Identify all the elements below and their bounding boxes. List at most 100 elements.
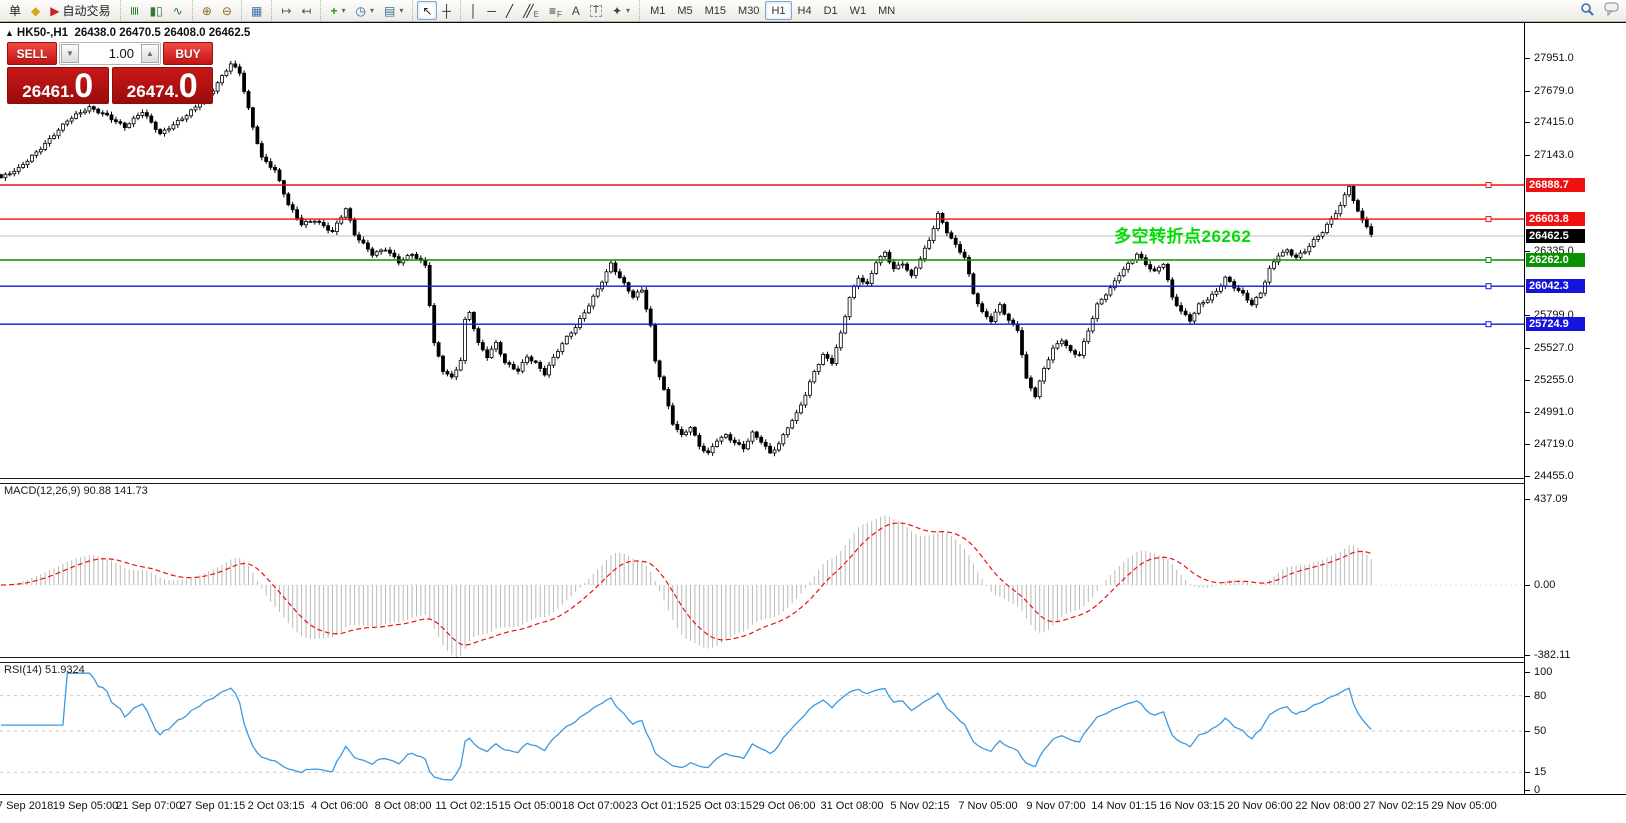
equidistant-channel-icon: ╱╱ — [523, 3, 534, 18]
equidistant-channel-button[interactable]: ╱╱ E — [518, 1, 544, 20]
auto-scroll-icon: ↦ — [281, 3, 292, 18]
time-tick-label: 19 Sep 05:00 — [52, 800, 119, 812]
volume-decrease-button[interactable]: ▼ — [61, 44, 79, 63]
timeframe-m15[interactable]: M15 — [704, 4, 727, 17]
axis-tick-mark — [1525, 347, 1530, 349]
candlestick-chart-icon: ▮▯ — [149, 3, 163, 18]
timeframe-h4[interactable]: H4 — [797, 4, 812, 17]
sell-price[interactable]: 26461. 0 — [7, 67, 109, 104]
autotrading-button[interactable]: ▶ 自动交易 — [45, 1, 115, 20]
new-order-button[interactable]: 单 — [4, 1, 26, 20]
zoom-in-button[interactable]: ⊕ — [197, 1, 217, 20]
time-tick-label: 2 Oct 03:15 — [247, 800, 305, 812]
pane-splitter-macd[interactable] — [0, 478, 1626, 484]
volume-increase-button[interactable]: ▲ — [141, 44, 159, 63]
text-button[interactable]: A — [567, 1, 585, 20]
fibonacci-button[interactable]: ≡ F — [544, 1, 567, 20]
tile-windows-icon: ▦ — [250, 3, 263, 18]
cursor-button[interactable]: ↖ — [417, 1, 438, 20]
vertical-line-button[interactable]: │ — [465, 1, 483, 20]
pane-splitter-rsi[interactable] — [0, 657, 1626, 663]
dropdown-arrow-icon[interactable]: ▾ — [399, 6, 404, 15]
timeframe-m5[interactable]: M5 — [677, 4, 693, 17]
time-tick-label: 14 Nov 01:15 — [1091, 800, 1157, 812]
horizontal-line-button[interactable]: ─ — [482, 1, 501, 20]
time-tick-label: 18 Oct 07:00 — [562, 800, 625, 812]
price-tick: 25255.0 — [1534, 374, 1574, 387]
timeframe-w1[interactable]: W1 — [849, 4, 867, 17]
axis-tick-mark — [1525, 444, 1530, 446]
macd-indicator-label: MACD(12,26,9) 90.88 141.73 — [4, 485, 148, 497]
time-tick-label: 4 Oct 06:00 — [311, 800, 368, 812]
horizontal-line-icon: ─ — [487, 3, 496, 18]
scroll-group: ↦ ↤ — [271, 0, 320, 21]
bars-chart-icon: ≣ — [127, 5, 142, 16]
horizontal-line-26042.3[interactable] — [0, 283, 1524, 290]
chart-shift-button[interactable]: ↤ — [296, 1, 316, 20]
timeframe-mn[interactable]: MN — [878, 4, 896, 17]
horizontal-line-26888.7[interactable] — [0, 182, 1524, 188]
tile-windows-button[interactable]: ▦ — [246, 1, 267, 20]
horizontal-line-26262.0[interactable] — [0, 257, 1524, 263]
current-price-chip: 26462.5 — [1526, 228, 1585, 243]
axis-tick-mark — [1525, 315, 1530, 317]
horizontal-line-26603.8[interactable] — [0, 216, 1524, 223]
time-tick-label: 22 Nov 08:00 — [1295, 800, 1361, 812]
dropdown-arrow-icon[interactable]: ▾ — [369, 6, 374, 15]
one-click-trading-panel: SELL ▼ 1.00 ▲ BUY 26461. 0 26474. 0 — [7, 42, 213, 104]
chart-window: ▲ HK50-,H1 26438.0 26470.5 26408.0 26462.… — [0, 21, 1626, 823]
axis-tick-mark — [1525, 499, 1530, 500]
sub-letter: E — [533, 10, 539, 19]
candlestick-chart-button[interactable]: ▮▯ — [145, 1, 168, 20]
rsi-axis-label: 50 — [1534, 725, 1547, 737]
timeframe-m30[interactable]: M30 — [738, 4, 760, 17]
trendline-button[interactable]: ╱ — [501, 1, 518, 20]
horizontal-line-25724.9[interactable] — [0, 321, 1524, 328]
macd-axis-label: 437.09 — [1534, 493, 1568, 505]
macd-axis-label: -382.11 — [1534, 649, 1571, 661]
chat-icon[interactable] — [1604, 2, 1620, 19]
arrows-button[interactable]: ✦ ▾ — [607, 1, 635, 20]
auto-scroll-button[interactable]: ↦ — [276, 1, 296, 20]
collapse-panel-icon[interactable]: ▲ — [5, 28, 14, 38]
bars-chart-button[interactable]: ≣ — [125, 1, 145, 20]
timeframe-m1[interactable]: M1 — [650, 4, 666, 17]
templates-button[interactable]: ▤ ▾ — [379, 1, 408, 20]
rsi-axis-label: 100 — [1534, 666, 1553, 678]
axis-tick-mark — [1525, 655, 1530, 656]
timeframe-d1[interactable]: D1 — [823, 4, 838, 17]
price-tick: 27415.0 — [1534, 116, 1574, 129]
crosshair-button[interactable]: ┼ — [437, 1, 456, 20]
dropdown-arrow-icon[interactable]: ▾ — [626, 6, 631, 15]
add-indicators-icon: + — [330, 3, 338, 18]
time-tick-label: 21 Sep 07:00 — [116, 800, 182, 812]
sell-button[interactable]: SELL — [7, 42, 57, 65]
new-order-button-label: 单 — [9, 4, 22, 18]
time-tick-label: 9 Nov 07:00 — [1026, 800, 1086, 812]
price-axis[interactable]: 27951.0 27679.0 27415.0 27143.0 26335.0 25799… — [1524, 23, 1626, 796]
buy-button[interactable]: BUY — [163, 42, 213, 65]
time-tick-label: 27 Sep 01:15 — [179, 800, 246, 812]
search-icon[interactable] — [1580, 2, 1594, 19]
axis-tick-mark — [1525, 411, 1530, 413]
periods-button[interactable]: ◷ ▾ — [350, 1, 379, 20]
timeframe-h1[interactable]: H1 — [765, 1, 792, 20]
line-chart-button[interactable]: ∿ — [168, 1, 188, 20]
buy-price[interactable]: 26474. 0 — [111, 67, 213, 104]
axis-tick-mark — [1525, 90, 1530, 92]
add-indicators-button[interactable]: + ▾ — [325, 1, 350, 20]
objects-group: + ▾ ◷ ▾ ▤ ▾ — [320, 0, 412, 21]
dropdown-arrow-icon[interactable]: ▾ — [341, 6, 346, 15]
order-history-icon[interactable]: ◆ — [26, 1, 45, 20]
text-label-button[interactable]: T — [585, 1, 607, 20]
rsi-pane — [0, 661, 1524, 797]
zoom-out-button[interactable]: ⊖ — [217, 1, 237, 20]
time-tick-label: 29 Nov 05:00 — [1431, 800, 1497, 812]
line-price-chip: 25724.9 — [1526, 317, 1585, 332]
volume-field[interactable]: 1.00 — [108, 46, 134, 61]
vertical-line-icon: │ — [469, 3, 478, 18]
axis-tick-mark — [1525, 731, 1530, 732]
ohlc-values: 26438.0 26470.5 26408.0 26462.5 — [74, 27, 251, 39]
timeframe-group: M1 M5 M15 M30 H1 H4 D1 W1 MN — [639, 0, 905, 21]
